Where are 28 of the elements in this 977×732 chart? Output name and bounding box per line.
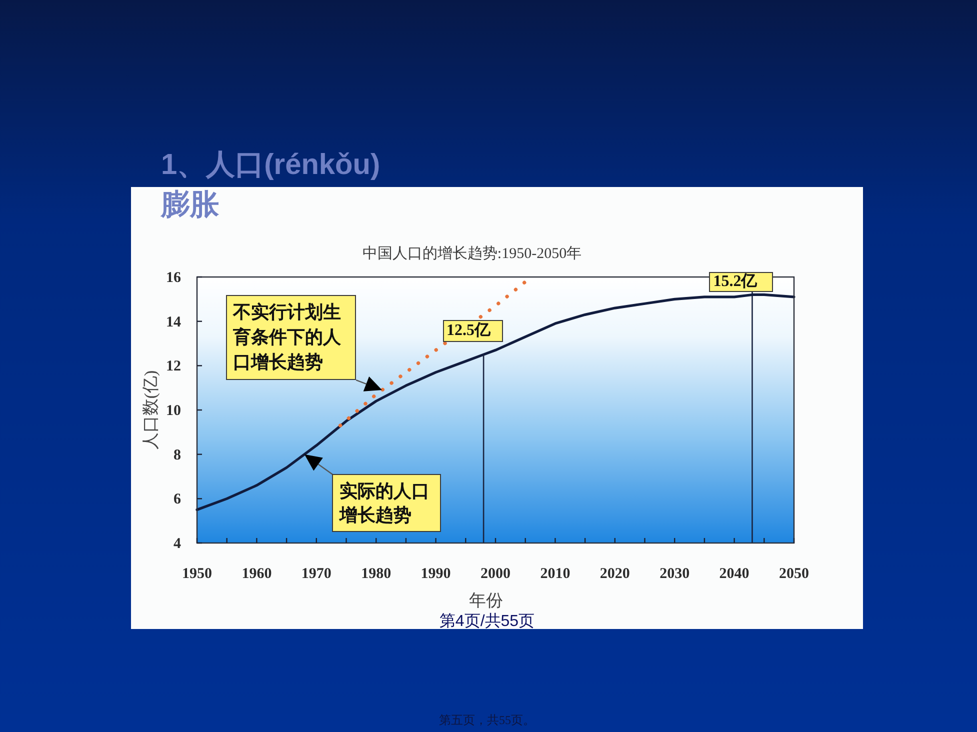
y-tick-label: 6 — [174, 492, 182, 508]
annotation: 15.2亿 — [709, 272, 774, 292]
y-tick-label: 12 — [166, 358, 181, 375]
y-tick-label: 14 — [166, 314, 182, 330]
x-tick-label: 1970 — [301, 566, 332, 582]
x-tick-label: 2050 — [779, 566, 809, 582]
annotation: 12.5亿 — [442, 320, 503, 342]
y-tick-label: 16 — [166, 270, 182, 286]
x-tick-label: 1990 — [420, 566, 451, 582]
text: 第4页/共55页 — [439, 612, 535, 630]
chart-subtitle: 中国人口的增长趋势:1950-2050年 — [362, 245, 582, 262]
y-tick-label: 8 — [174, 447, 181, 464]
x-tick-label: 1980 — [361, 566, 392, 582]
x-tick-label: 2030 — [660, 566, 690, 582]
y-tick-label: 10 — [166, 403, 181, 419]
text: 第五页，共55页。 — [439, 713, 535, 727]
x-tick-label: 2040 — [719, 566, 750, 582]
x-tick-label: 2000 — [480, 566, 510, 582]
y-tick-label: 4 — [174, 536, 182, 552]
x-tick-label: 2010 — [540, 566, 570, 582]
x-tick-label: 1950 — [182, 566, 212, 582]
x-tick-label: 2020 — [600, 566, 630, 582]
annotation: 不实行计划生育条件下的人口增长趋势 — [226, 295, 356, 380]
annotation: 实际的人口增长趋势 — [332, 474, 442, 532]
y-axis-title: 人口数(亿) — [141, 370, 160, 450]
x-axis-title: 年份 — [469, 591, 503, 610]
x-tick-label: 1960 — [242, 566, 272, 582]
chart-title: 1、人口(rénkǒu)膨胀 — [161, 148, 382, 223]
